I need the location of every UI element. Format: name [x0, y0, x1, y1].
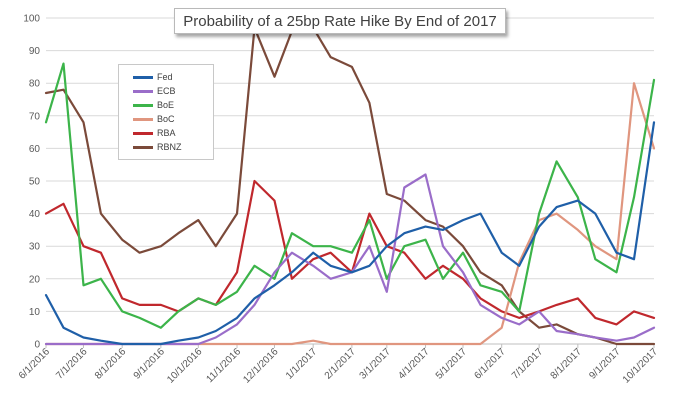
- legend-swatch: [133, 117, 153, 121]
- x-tick-label: 11/1/2016: [204, 346, 243, 385]
- legend-swatch: [133, 75, 153, 79]
- x-tick-label: 8/1/2016: [93, 346, 129, 382]
- chart-title-box: Probability of a 25bp Rate Hike By End o…: [174, 8, 506, 34]
- x-tick-label: 2/1/2017: [323, 346, 359, 382]
- x-tick-label: 6/1/2017: [472, 346, 508, 382]
- legend-item-boc: BoC: [133, 113, 175, 125]
- legend-swatch: [133, 131, 153, 135]
- y-tick-label: 100: [23, 14, 40, 25]
- y-tick-label: 60: [29, 144, 41, 155]
- y-tick-label: 80: [29, 79, 41, 90]
- x-tick-label: 6/1/2016: [17, 346, 53, 382]
- legend-item-ecb: ECB: [133, 85, 176, 97]
- chart-legend: Fed ECB BoE BoC RBA RBNZ: [118, 64, 214, 160]
- y-tick-label: 30: [29, 242, 41, 253]
- x-tick-label: 7/1/2016: [54, 346, 90, 382]
- legend-item-rbnz: RBNZ: [133, 141, 182, 153]
- series-lines: [44, 26, 656, 346]
- series-line-boe: [44, 62, 656, 329]
- x-tick-label: 1/1/2017: [284, 346, 320, 382]
- legend-label: RBNZ: [157, 142, 182, 152]
- legend-swatch: [133, 89, 153, 93]
- y-axis-ticks: 0 10 20 30 40 50 60 70 80 90 100: [23, 14, 40, 351]
- x-axis-ticks: 6/1/2016 7/1/2016 8/1/2016 9/1/201610/1/201…: [17, 344, 661, 386]
- x-tick-label: 8/1/2017: [549, 346, 585, 382]
- y-tick-label: 10: [29, 307, 41, 318]
- legend-label: RBA: [157, 128, 176, 138]
- x-tick-label: 9/1/2017: [587, 346, 623, 382]
- x-tick-label: 5/1/2017: [434, 346, 470, 382]
- y-tick-label: 70: [29, 111, 41, 122]
- y-tick-label: 0: [34, 340, 40, 351]
- legend-item-boe: BoE: [133, 99, 174, 111]
- y-tick-label: 40: [29, 209, 41, 220]
- y-tick-label: 50: [29, 177, 41, 188]
- x-tick-label: 9/1/2016: [132, 346, 168, 382]
- chart-title: Probability of a 25bp Rate Hike By End o…: [183, 12, 497, 30]
- x-tick-label: 12/1/2016: [241, 346, 281, 386]
- x-tick-label: 4/1/2017: [396, 346, 432, 382]
- x-tick-label: 3/1/2017: [358, 346, 394, 382]
- legend-label: BoC: [157, 114, 175, 124]
- legend-label: Fed: [157, 72, 173, 82]
- legend-label: ECB: [157, 86, 176, 96]
- series-line-fed: [44, 121, 656, 346]
- legend-swatch: [133, 103, 153, 107]
- x-tick-label: 10/1/2017: [621, 346, 661, 386]
- y-tick-label: 20: [29, 274, 41, 285]
- y-tick-label: 90: [29, 46, 41, 57]
- legend-swatch: [133, 145, 153, 149]
- x-tick-label: 10/1/2016: [165, 346, 205, 386]
- legend-label: BoE: [157, 100, 175, 110]
- legend-item-fed: Fed: [133, 71, 173, 83]
- legend-item-rba: RBA: [133, 127, 176, 139]
- x-tick-label: 7/1/2017: [510, 346, 546, 382]
- series-line-ecb: [44, 173, 656, 346]
